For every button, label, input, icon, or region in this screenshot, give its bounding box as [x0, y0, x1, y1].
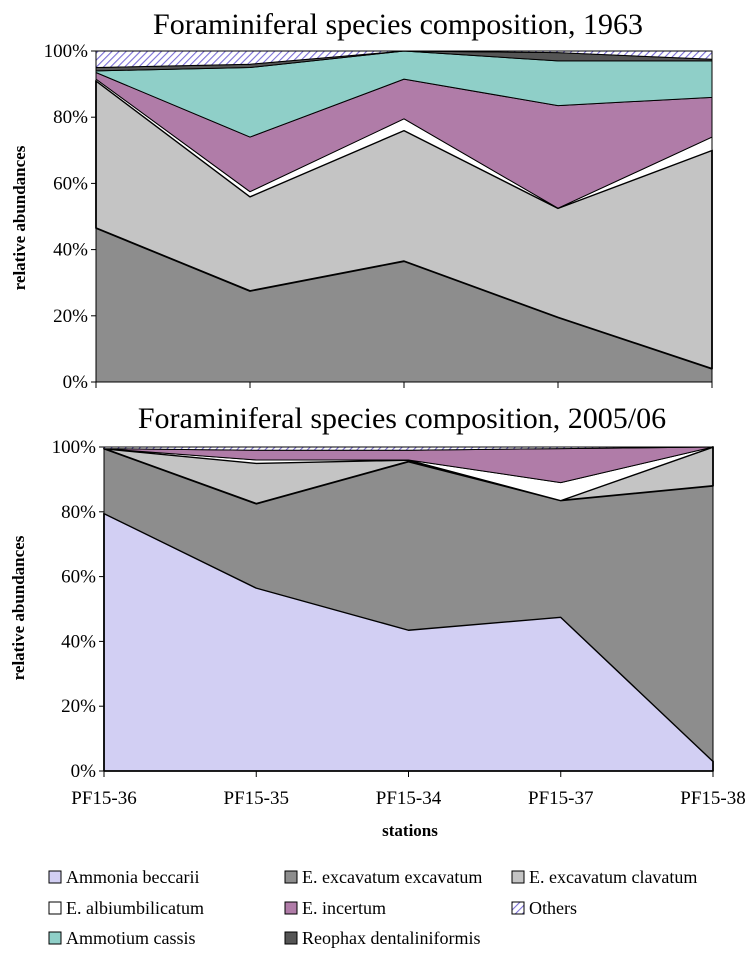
legend-label: E. incertum	[302, 898, 386, 918]
legend-label: E. excavatum clavatum	[529, 867, 697, 887]
legend-item-ammotium-cassis: Ammotium cassis	[48, 928, 196, 948]
swatch-charcoal-icon	[284, 931, 298, 945]
swatch-lavender-icon	[48, 870, 62, 884]
swatch-hatched-icon	[511, 901, 525, 915]
chart-1963: Foraminiferal species composition, 1963 …	[10, 8, 713, 393]
y-tick-label: 60%	[61, 567, 96, 588]
x-tick-label-pf15-38: PF15-38	[680, 788, 745, 809]
y-tick-label: 20%	[53, 306, 88, 327]
legend-item-ammonia-beccarii: Ammonia beccarii	[48, 867, 199, 887]
swatch-dark-grey-icon	[284, 870, 298, 884]
legend-item-reophax-dentaliniformis: Reophax dentaliniformis	[284, 928, 480, 948]
y-tick-label: 100%	[52, 437, 97, 458]
legend-item-e-incertum: E. incertum	[284, 898, 386, 918]
legend-label: E. excavatum excavatum	[302, 867, 482, 887]
swatch-purple-icon	[284, 901, 298, 915]
y-tick-label: 0%	[63, 372, 89, 393]
y-tick-label: 0%	[71, 761, 97, 782]
x-tick-label-pf15-36: PF15-36	[71, 788, 136, 809]
chart-2005-x-axis: PF15-36 PF15-35 PF15-34 PF15-37 PF15-38	[71, 771, 746, 809]
y-tick-label: 80%	[61, 502, 96, 523]
chart-2005: Foraminiferal species composition, 2005/…	[9, 402, 746, 840]
chart-2005-xlabel: stations	[382, 821, 438, 840]
chart-1963-y-axis: 0% 20% 40% 60% 80% 100%	[44, 41, 96, 393]
y-tick-label: 40%	[61, 631, 96, 652]
legend-label: Reophax dentaliniformis	[302, 928, 480, 948]
y-tick-label: 20%	[61, 696, 96, 717]
y-tick-label: 80%	[53, 107, 88, 128]
chart-1963-x-axis	[95, 382, 713, 388]
x-tick-label-pf15-37: PF15-37	[528, 788, 593, 809]
swatch-white-icon	[48, 901, 62, 915]
x-tick-label-pf15-35: PF15-35	[224, 788, 289, 809]
legend-label: Ammotium cassis	[66, 928, 196, 948]
swatch-teal-icon	[48, 931, 62, 945]
chart-2005-title: Foraminiferal species composition, 2005/…	[138, 402, 666, 435]
legend-label: Others	[529, 898, 577, 918]
swatch-light-grey-icon	[511, 870, 525, 884]
legend-item-others: Others	[511, 898, 577, 918]
chart-1963-title: Foraminiferal species composition, 1963	[153, 8, 643, 41]
y-tick-label: 100%	[44, 41, 89, 62]
legend-label: E. albiumbilicatum	[66, 898, 204, 918]
x-tick-label-pf15-34: PF15-34	[376, 788, 442, 809]
chart-2005-y-axis: 0% 20% 40% 60% 80% 100%	[52, 437, 104, 782]
chart-1963-ylabel: relative abundances	[10, 145, 29, 290]
chart-2005-areas	[103, 446, 714, 772]
legend-item-e-excavatum-excavatum: E. excavatum excavatum	[284, 867, 482, 887]
y-tick-label: 60%	[53, 173, 88, 194]
legend-item-e-albiumbilicatum: E. albiumbilicatum	[48, 898, 204, 918]
y-tick-label: 40%	[53, 240, 88, 261]
legend: Ammonia beccarii E. excavatum excavatum E.…	[48, 867, 697, 948]
legend-item-e-excavatum-clavatum: E. excavatum clavatum	[511, 867, 697, 887]
legend-label: Ammonia beccarii	[66, 867, 199, 887]
chart-1963-areas	[95, 50, 713, 383]
chart-2005-ylabel: relative abundances	[9, 535, 28, 680]
